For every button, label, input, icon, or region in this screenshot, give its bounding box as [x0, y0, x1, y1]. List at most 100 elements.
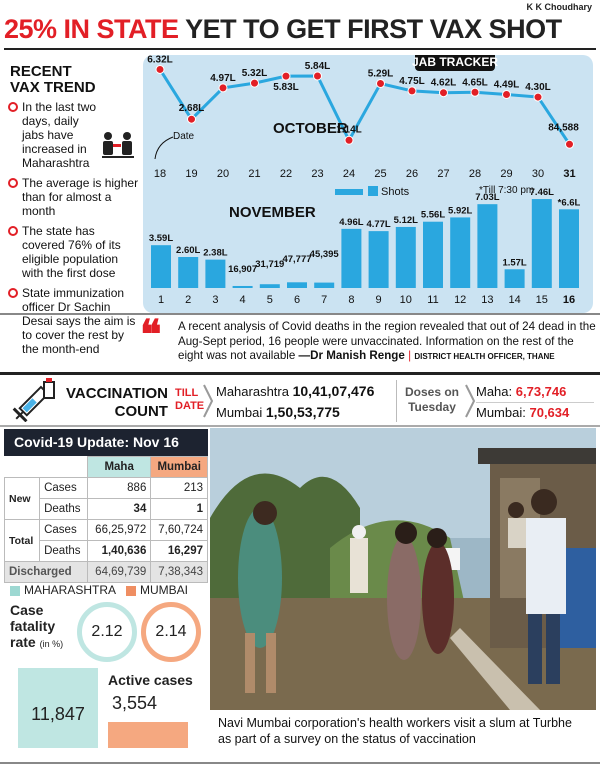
october-series-line: [158, 68, 571, 146]
october-data-label: 4.65L: [462, 77, 488, 88]
date-label: Date: [173, 131, 195, 142]
table-row: Deaths 1,40,636 16,297: [5, 540, 208, 562]
trend-title-line2: VAX TREND: [10, 79, 96, 96]
october-title: OCTOBER: [273, 120, 348, 137]
october-point: [470, 87, 480, 97]
section-divider: [0, 425, 600, 427]
october-data-label: 84,588: [548, 122, 579, 133]
november-data-label: 4.77L: [366, 219, 390, 230]
october-point: [502, 89, 511, 99]
covid-update-title: Covid-19 Update: Nov 16: [4, 429, 208, 456]
november-bar: [559, 209, 579, 288]
trend-bullet: The state has covered 76% of its eligibl…: [8, 224, 140, 280]
november-data-label: 7.03L: [475, 192, 499, 203]
october-point: [533, 92, 543, 102]
november-data-label: 4.96L: [339, 217, 363, 228]
october-x-tick: 28: [469, 168, 481, 180]
october-data-label: 5.32L: [242, 68, 268, 79]
october-point: [250, 78, 259, 88]
headline-highlight: 25% IN STATE: [4, 14, 179, 44]
october-point: [344, 135, 354, 145]
november-data-label: 5.56L: [421, 210, 445, 221]
october-point: [218, 83, 228, 93]
october-x-tick: 23: [311, 168, 323, 180]
october-data-label: 4.30L: [525, 82, 551, 93]
bullet-circle-icon: [8, 178, 18, 188]
till-date-label: TILL DATE: [175, 387, 205, 412]
november-data-label: 3.59L: [149, 233, 173, 244]
november-x-tick: 7: [321, 294, 327, 306]
october-x-tick: 30: [532, 168, 544, 180]
november-data-label: 1.57L: [502, 257, 526, 268]
october-x-tick: 29: [500, 168, 512, 180]
col-mumbai: Mumbai: [150, 456, 208, 478]
november-x-tick: 4: [240, 294, 246, 306]
november-bar: [477, 204, 498, 288]
november-data-label: 7.46L: [530, 187, 554, 198]
doses-on-tuesday-label: Doses on Tuesday: [405, 385, 460, 414]
october-x-tick: 25: [374, 168, 386, 180]
november-x-tick: 3: [212, 294, 218, 306]
november-bar: [205, 259, 226, 288]
october-x-tick: 18: [154, 168, 166, 180]
jab-tracker-badge-bg: [415, 55, 495, 71]
october-x-tick: 26: [406, 168, 418, 180]
health-workers-photo: [210, 428, 596, 710]
covid-table: Maha Mumbai New Cases 886 213 Deaths 34 …: [3, 456, 208, 583]
october-x-tick: 22: [280, 168, 292, 180]
november-bar: [368, 231, 389, 288]
october-data-label: 5.83L: [273, 82, 299, 93]
syringe-icon: [12, 378, 55, 422]
date-arrow: [154, 136, 174, 160]
mumbai-total: Mumbai 1,50,53,775: [216, 404, 340, 420]
october-x-tick: 31: [563, 168, 575, 180]
november-data-label: 45,395: [310, 249, 340, 260]
november-bar: [151, 245, 171, 288]
november-bar: [423, 221, 443, 288]
legend-mumbai: MUMBAI: [140, 583, 188, 597]
col-maha: Maha: [86, 456, 152, 478]
november-data-label: 2.38L: [203, 248, 227, 259]
november-x-tick: 9: [376, 294, 382, 306]
october-x-tick: 20: [217, 168, 229, 180]
october-data-label: 2.68L: [179, 103, 205, 114]
vaccination-count-title: VACCINATION COUNT: [66, 385, 168, 420]
november-bar: [341, 228, 362, 288]
october-data-label: 4.97L: [210, 73, 236, 84]
cfr-mumbai: 2.14: [141, 602, 201, 662]
november-bar: [287, 282, 307, 288]
november-data-label: *6.6L: [558, 197, 581, 208]
cfr-label: Case fatality rate (in %): [10, 602, 64, 650]
october-data-label: 5.29L: [368, 69, 394, 80]
october-data-label: 5.84L: [305, 61, 331, 72]
trend-bullet: The average is higher than for almost a …: [8, 176, 140, 218]
table-header-row: Maha Mumbai: [5, 456, 208, 478]
november-x-tick: 10: [400, 294, 412, 306]
november-x-tick: 13: [481, 294, 493, 306]
october-point: [155, 64, 165, 74]
trend-bullet: State immunization officer Dr Sachin Des…: [8, 286, 140, 356]
october-data-label: 4.49L: [494, 79, 520, 90]
november-bar: [504, 269, 525, 288]
headline: 25% IN STATE YET TO GET FIRST VAX SHOT: [4, 14, 562, 45]
table-row: Total Cases 66,25,972 7,60,724: [3, 519, 208, 562]
photo-caption: Navi Mumbai corporation's health workers…: [210, 710, 596, 760]
november-bar: [450, 217, 471, 288]
october-data-label: 4.75L: [399, 76, 425, 87]
bottom-rule: [0, 762, 600, 764]
table-row: New Cases 886 213: [3, 477, 208, 520]
table-row: Discharged 64,69,739 7,38,343: [4, 561, 208, 583]
trend-bullet: In the last two days, daily jabs have in…: [8, 100, 104, 170]
bullet-circle-icon: [8, 226, 18, 236]
october-data-label: 4.62L: [431, 78, 457, 89]
legend-shots: Shots: [381, 186, 410, 198]
november-x-tick: 6: [294, 294, 300, 306]
november-x-tick: 15: [536, 294, 548, 306]
mumbai-doses: Mumbai: 70,634: [476, 405, 570, 420]
november-data-label: 31,719: [255, 259, 284, 270]
maharashtra-total: Maharashtra 10,41,07,476: [216, 383, 375, 399]
active-maha: 11,847: [18, 668, 98, 748]
october-x-tick: 21: [248, 168, 260, 180]
october-data-label: 6.32L: [147, 55, 173, 65]
quote-author: —Dr Manish Renge: [298, 349, 405, 362]
